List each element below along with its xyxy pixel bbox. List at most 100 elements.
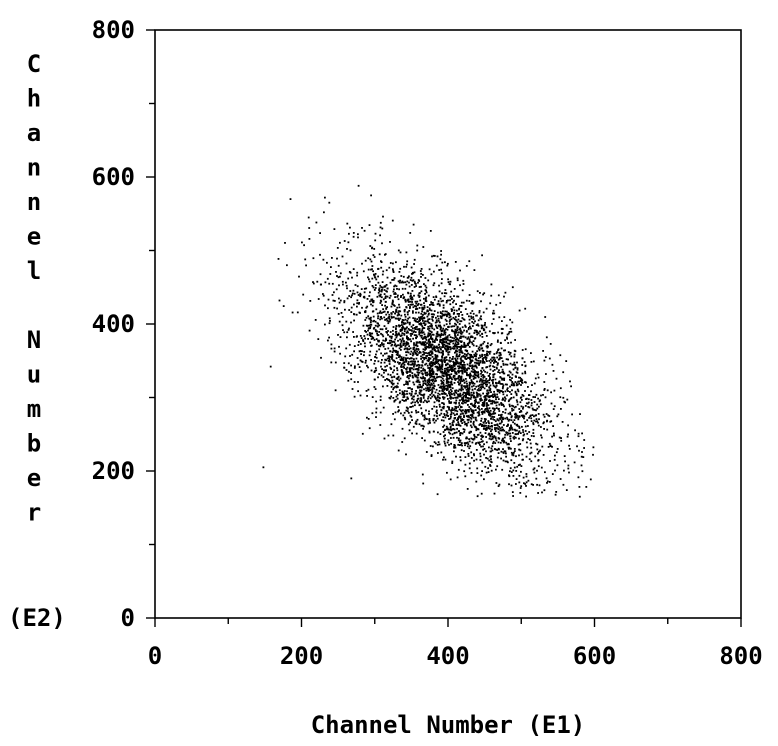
data-point <box>477 441 480 444</box>
data-point <box>423 313 426 315</box>
data-point <box>500 413 503 416</box>
data-point <box>441 368 444 371</box>
data-point <box>384 304 386 307</box>
data-point <box>543 421 545 424</box>
data-point <box>552 370 555 372</box>
data-point <box>367 366 369 369</box>
data-point <box>398 306 401 309</box>
data-point <box>453 394 456 396</box>
data-point <box>423 342 426 345</box>
data-point <box>421 437 423 439</box>
data-point <box>465 396 467 399</box>
data-point <box>373 362 376 365</box>
data-point <box>513 353 516 356</box>
data-point <box>513 451 515 454</box>
data-point <box>434 349 436 351</box>
data-point <box>479 452 482 455</box>
data-point <box>403 394 405 397</box>
data-point <box>378 253 381 256</box>
data-point <box>444 428 447 431</box>
data-point <box>471 414 474 417</box>
data-point <box>454 402 457 405</box>
data-point <box>374 388 377 390</box>
data-point <box>524 348 527 351</box>
data-point <box>480 411 483 413</box>
y-axis-title-letter: C <box>27 50 41 78</box>
data-point <box>461 397 463 399</box>
data-point <box>402 344 405 346</box>
data-point <box>543 489 546 492</box>
data-point <box>336 257 338 260</box>
data-point <box>442 398 445 400</box>
data-point <box>438 393 441 396</box>
data-point <box>426 379 429 382</box>
data-point <box>331 282 334 285</box>
data-point <box>438 290 441 293</box>
data-point <box>435 376 438 379</box>
data-point <box>372 254 375 256</box>
data-point <box>497 382 499 384</box>
data-point <box>464 463 467 466</box>
data-point <box>440 379 443 382</box>
data-point <box>477 359 480 362</box>
data-point <box>418 331 421 333</box>
data-point <box>375 343 378 346</box>
data-point <box>544 316 547 318</box>
data-point <box>502 397 504 400</box>
data-point <box>514 391 517 394</box>
data-point <box>430 392 433 395</box>
data-point <box>535 409 537 412</box>
data-point <box>422 384 424 387</box>
data-point <box>475 371 478 374</box>
data-point <box>477 376 480 379</box>
data-point <box>518 474 521 477</box>
data-point <box>454 396 456 399</box>
data-point <box>457 375 460 378</box>
data-point <box>439 366 442 369</box>
data-point <box>429 374 431 377</box>
data-point <box>481 404 484 406</box>
data-point <box>442 327 445 330</box>
data-point <box>467 392 470 395</box>
data-point <box>375 330 377 333</box>
data-point <box>540 466 543 469</box>
y-axis-title-letter: r <box>27 499 41 527</box>
data-point <box>512 382 515 385</box>
data-point <box>500 419 503 422</box>
data-point <box>399 358 402 361</box>
data-point <box>538 400 541 403</box>
data-point <box>430 375 433 378</box>
data-point <box>412 311 414 314</box>
data-point <box>530 417 533 420</box>
data-point <box>406 330 409 333</box>
data-point <box>478 310 481 312</box>
data-point <box>567 424 569 427</box>
data-point <box>339 336 342 338</box>
data-point <box>537 424 540 427</box>
data-point <box>420 398 423 401</box>
data-point <box>463 353 466 355</box>
data-point <box>413 373 416 376</box>
data-point <box>506 443 509 446</box>
data-point <box>504 383 507 386</box>
data-point <box>427 358 430 361</box>
data-point <box>511 409 514 412</box>
data-point <box>401 370 404 373</box>
data-point <box>422 482 425 485</box>
data-point <box>437 360 439 362</box>
data-point <box>478 311 481 314</box>
data-point <box>532 360 535 363</box>
data-point <box>409 307 411 309</box>
data-point <box>423 353 425 356</box>
data-point <box>467 453 470 455</box>
data-point <box>278 299 281 302</box>
data-point <box>577 435 580 438</box>
data-point <box>481 353 483 356</box>
data-point <box>456 355 459 358</box>
data-point <box>433 255 436 257</box>
data-point <box>490 283 493 286</box>
data-point <box>521 357 524 360</box>
data-point <box>326 261 328 264</box>
data-point <box>428 418 431 421</box>
data-point <box>521 458 524 461</box>
